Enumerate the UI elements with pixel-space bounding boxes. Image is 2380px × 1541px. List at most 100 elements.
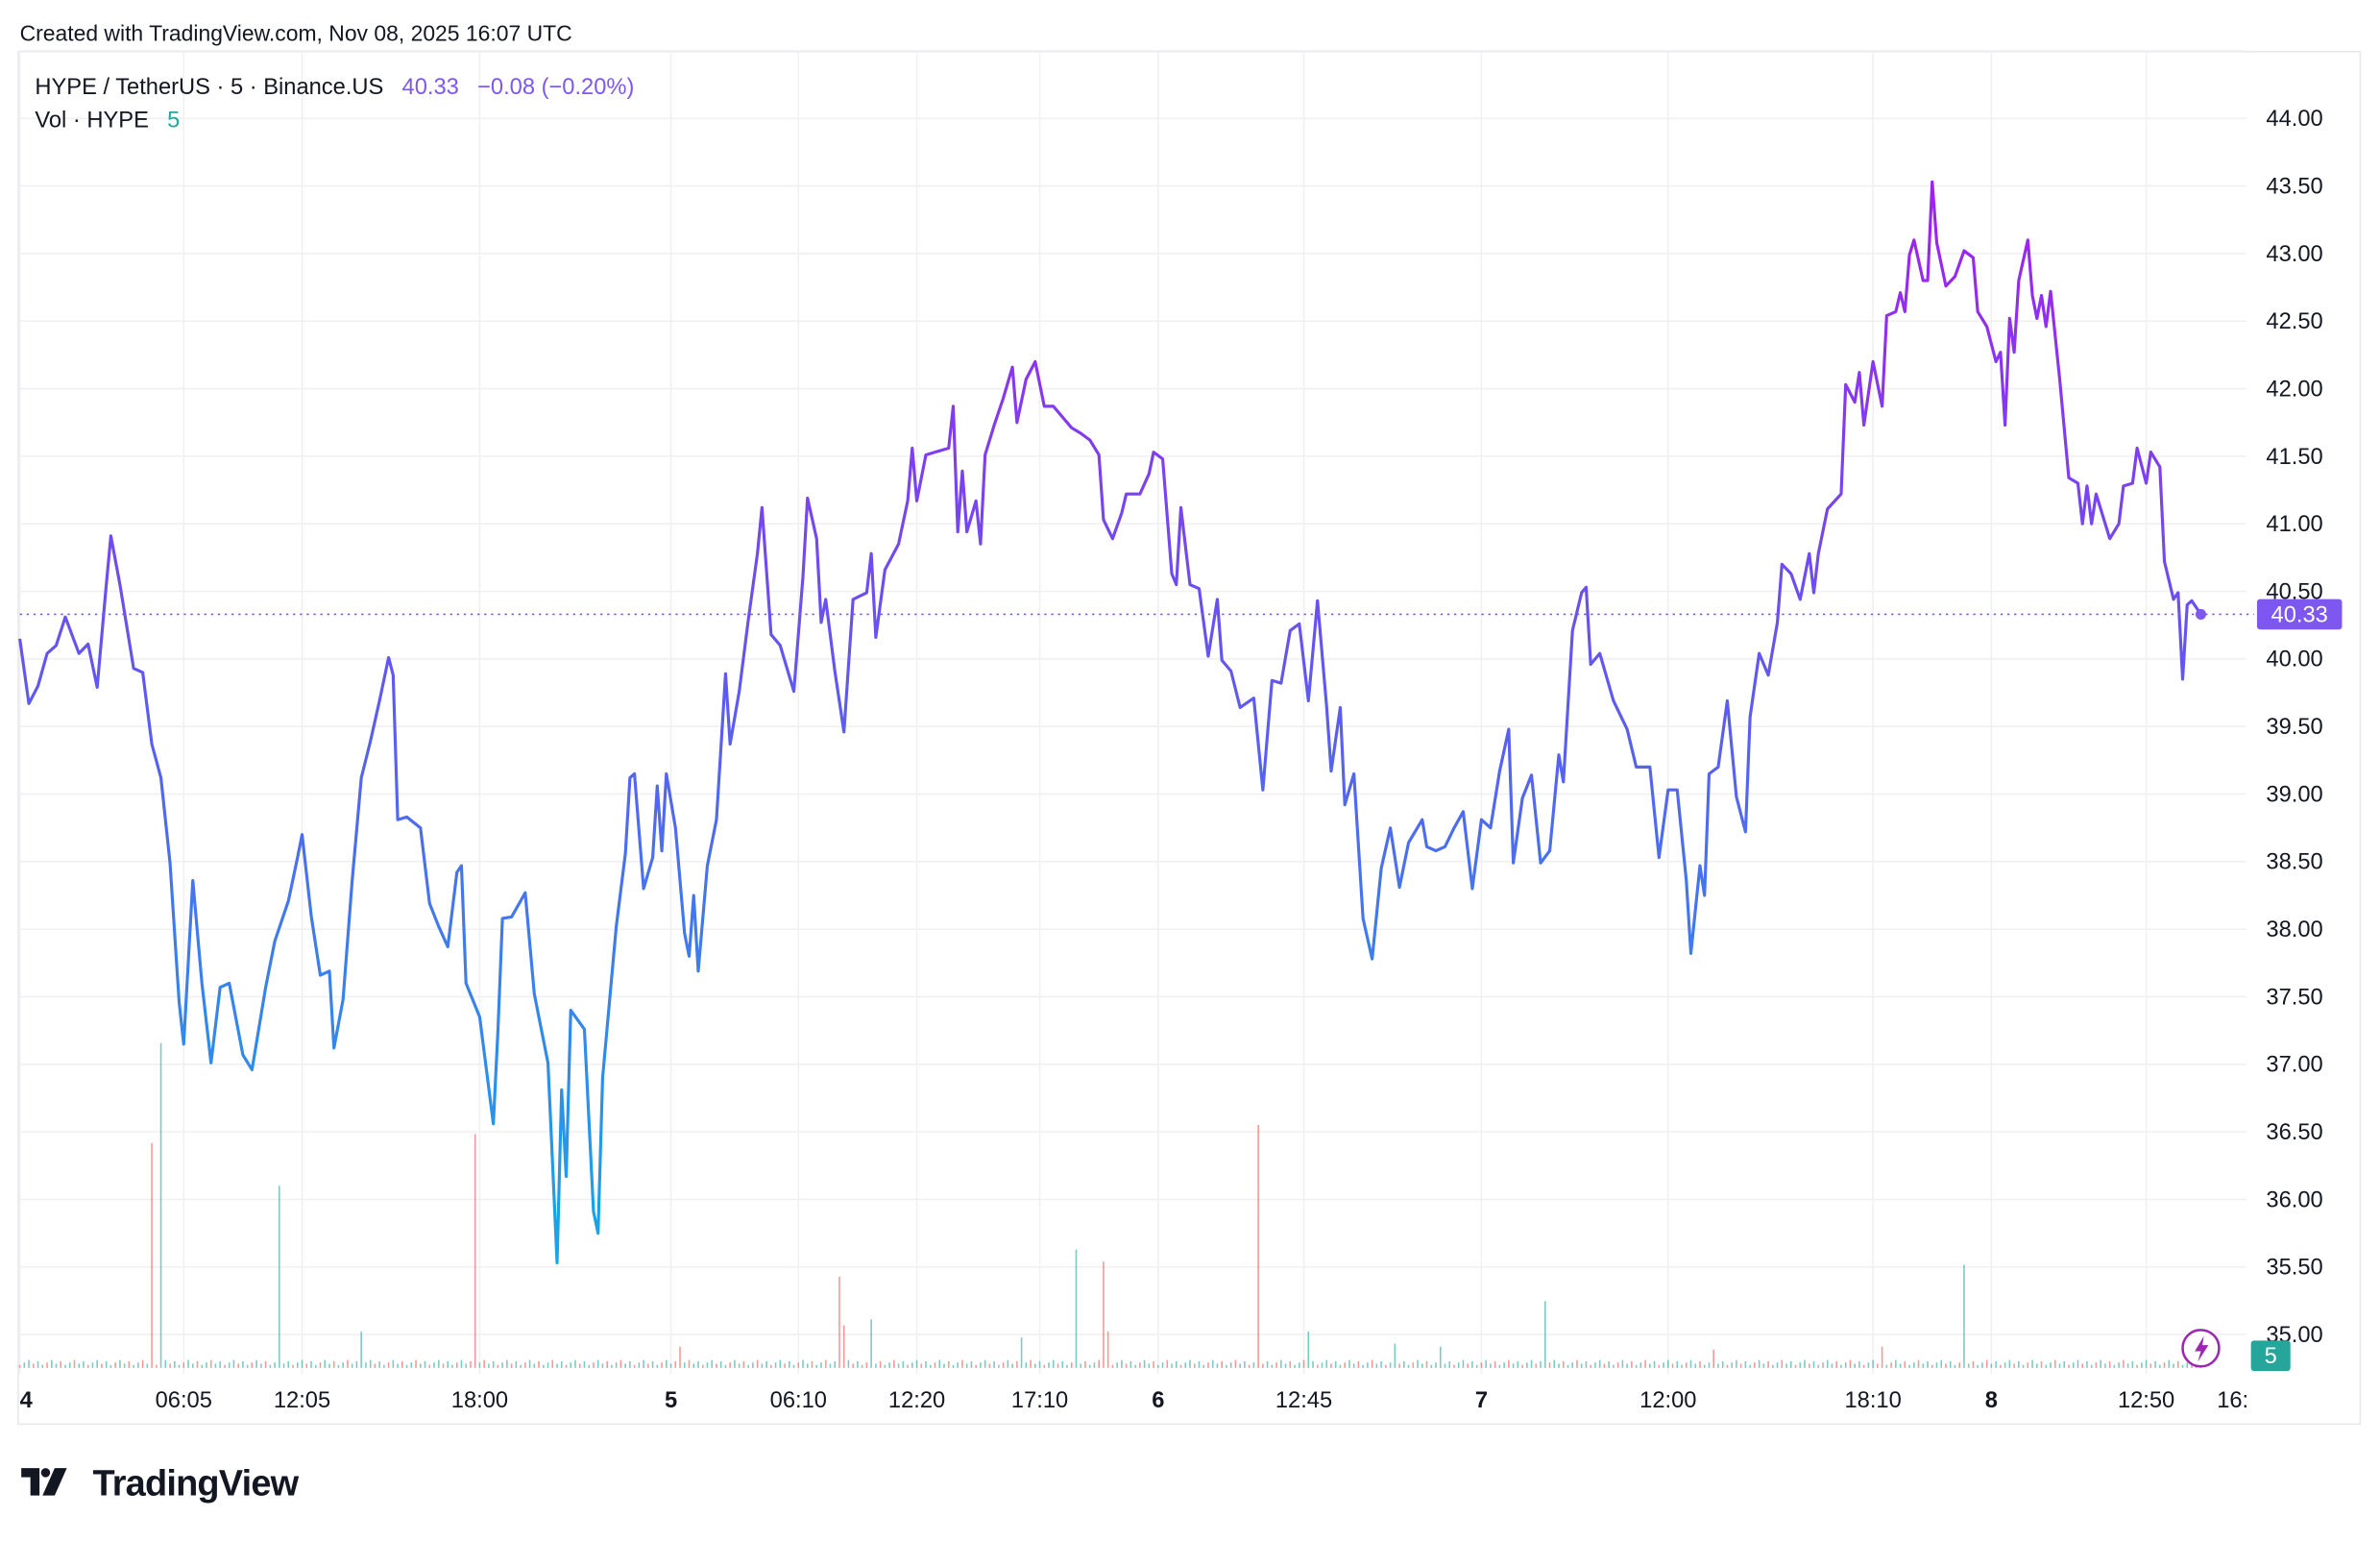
volume-bar [865,1362,868,1368]
volume-bar [251,1362,254,1368]
volume-bar [196,1360,199,1368]
volume-bar [661,1362,663,1368]
volume-bar [1958,1362,1960,1368]
volume-bar [133,1364,134,1368]
price-tick-label: 37.00 [2266,1053,2322,1078]
volume-bar [1467,1363,1469,1368]
volume-bar [1608,1360,1610,1368]
volume-bar [214,1363,217,1368]
volume-bar [1872,1359,1874,1368]
tradingview-logo[interactable]: TradingView [21,1464,300,1504]
lightning-icon[interactable] [2181,1329,2221,1368]
volume-bar [246,1364,249,1368]
volume-bar [1480,1362,1483,1368]
volume-bar [606,1360,608,1368]
price-tick-label: 36.50 [2266,1120,2322,1145]
volume-bar [164,1359,167,1368]
volume-bar [1580,1363,1583,1368]
volume-bar [1494,1360,1496,1368]
volume-bar [2100,1359,2101,1368]
volume-bar [988,1363,991,1368]
volume-bar [424,1360,426,1368]
volume-bar [747,1364,749,1368]
legend-volume-label[interactable]: Vol · HYPE [35,109,148,134]
volume-bar [2131,1360,2134,1368]
volume-bar [1867,1362,1870,1368]
volume-bar [711,1359,713,1368]
time-axis[interactable]: 4 06:05 12:05 18:00 5 06:10 12:20 17:10 6 12:45 7 1… [20,1388,2249,1413]
volume-bar [2104,1363,2106,1368]
volume-bar [1153,1360,1154,1368]
volume-bar [36,1360,39,1368]
volume-bar [1517,1360,1519,1368]
volume-bar [1457,1362,1460,1368]
legend-symbol[interactable]: HYPE / TetherUS · 5 · Binance.US [35,75,383,100]
volume-bar [310,1360,312,1368]
volume-bar [2159,1364,2161,1368]
volume-bar [1849,1359,1852,1368]
volume-bar [96,1359,98,1368]
volume-bar [779,1359,782,1368]
volume-bar [1794,1364,1797,1368]
volume-bar [1908,1364,1910,1368]
volume-bar [961,1359,963,1368]
volume-bar [470,1360,472,1368]
price-tick-label: 40.00 [2266,648,2322,673]
volume-bar [752,1362,754,1368]
volume-bar [556,1363,558,1368]
price-line [18,180,2202,1265]
volume-bar [1621,1359,1624,1368]
volume-bar [1530,1359,1533,1368]
volume-bar [1453,1364,1455,1368]
volume-bar [1835,1360,1837,1368]
volume-bar [1344,1362,1346,1368]
volume-bar [756,1359,759,1368]
volume-bar [2095,1362,2098,1368]
volume-bar [301,1359,304,1368]
volume-bar [1626,1363,1628,1368]
volume-bar [1252,1362,1255,1368]
volume-bar [1585,1360,1588,1368]
volume-bar [237,1363,239,1368]
volume-bar [565,1364,568,1368]
volume-bar [169,1363,171,1368]
volume-bar [1543,1301,1546,1368]
volume-bar [1148,1363,1151,1368]
volume-bar [305,1363,308,1368]
volume-bar [647,1363,649,1368]
volume-bar [1093,1362,1096,1368]
legend-change: −0.08 (−0.20%) [477,75,634,100]
volume-bar [938,1359,941,1368]
volume-bar [797,1362,800,1368]
volume-bar [624,1363,626,1368]
volume-bar [1736,1359,1737,1368]
time-tick-label: 12:00 [1639,1388,1696,1413]
chart-pane[interactable] [17,50,2362,1426]
volume-bar [1804,1359,1806,1368]
volume-bar [1826,1359,1829,1368]
volume-bar [538,1360,540,1368]
volume-bar [255,1359,257,1368]
volume-bar [633,1364,636,1368]
volume-bar [1280,1359,1282,1368]
volume-bar [706,1362,709,1368]
price-axis[interactable]: 44.0043.5043.0042.5042.0041.5041.0040.50… [2266,107,2322,1348]
volume-bar [2123,1359,2125,1368]
volume-bar [397,1363,399,1368]
price-tick-label: 37.50 [2266,985,2322,1010]
volume-bar [1375,1363,1378,1368]
volume-bar [701,1364,704,1368]
volume-bar [1904,1360,1906,1368]
time-tick-label: 4 [20,1388,34,1413]
volume-bar [1084,1360,1086,1368]
volume-bar [1754,1362,1756,1368]
volume-bar [64,1364,66,1368]
volume-bar [1644,1359,1646,1368]
volume-bar [41,1364,44,1368]
volume-bar [369,1359,372,1368]
volume-bar [1475,1364,1478,1368]
volume-bar [282,1363,285,1368]
time-tick-label: 7 [1475,1388,1488,1413]
volume-bar [314,1364,317,1368]
volume-bar [1070,1362,1073,1368]
